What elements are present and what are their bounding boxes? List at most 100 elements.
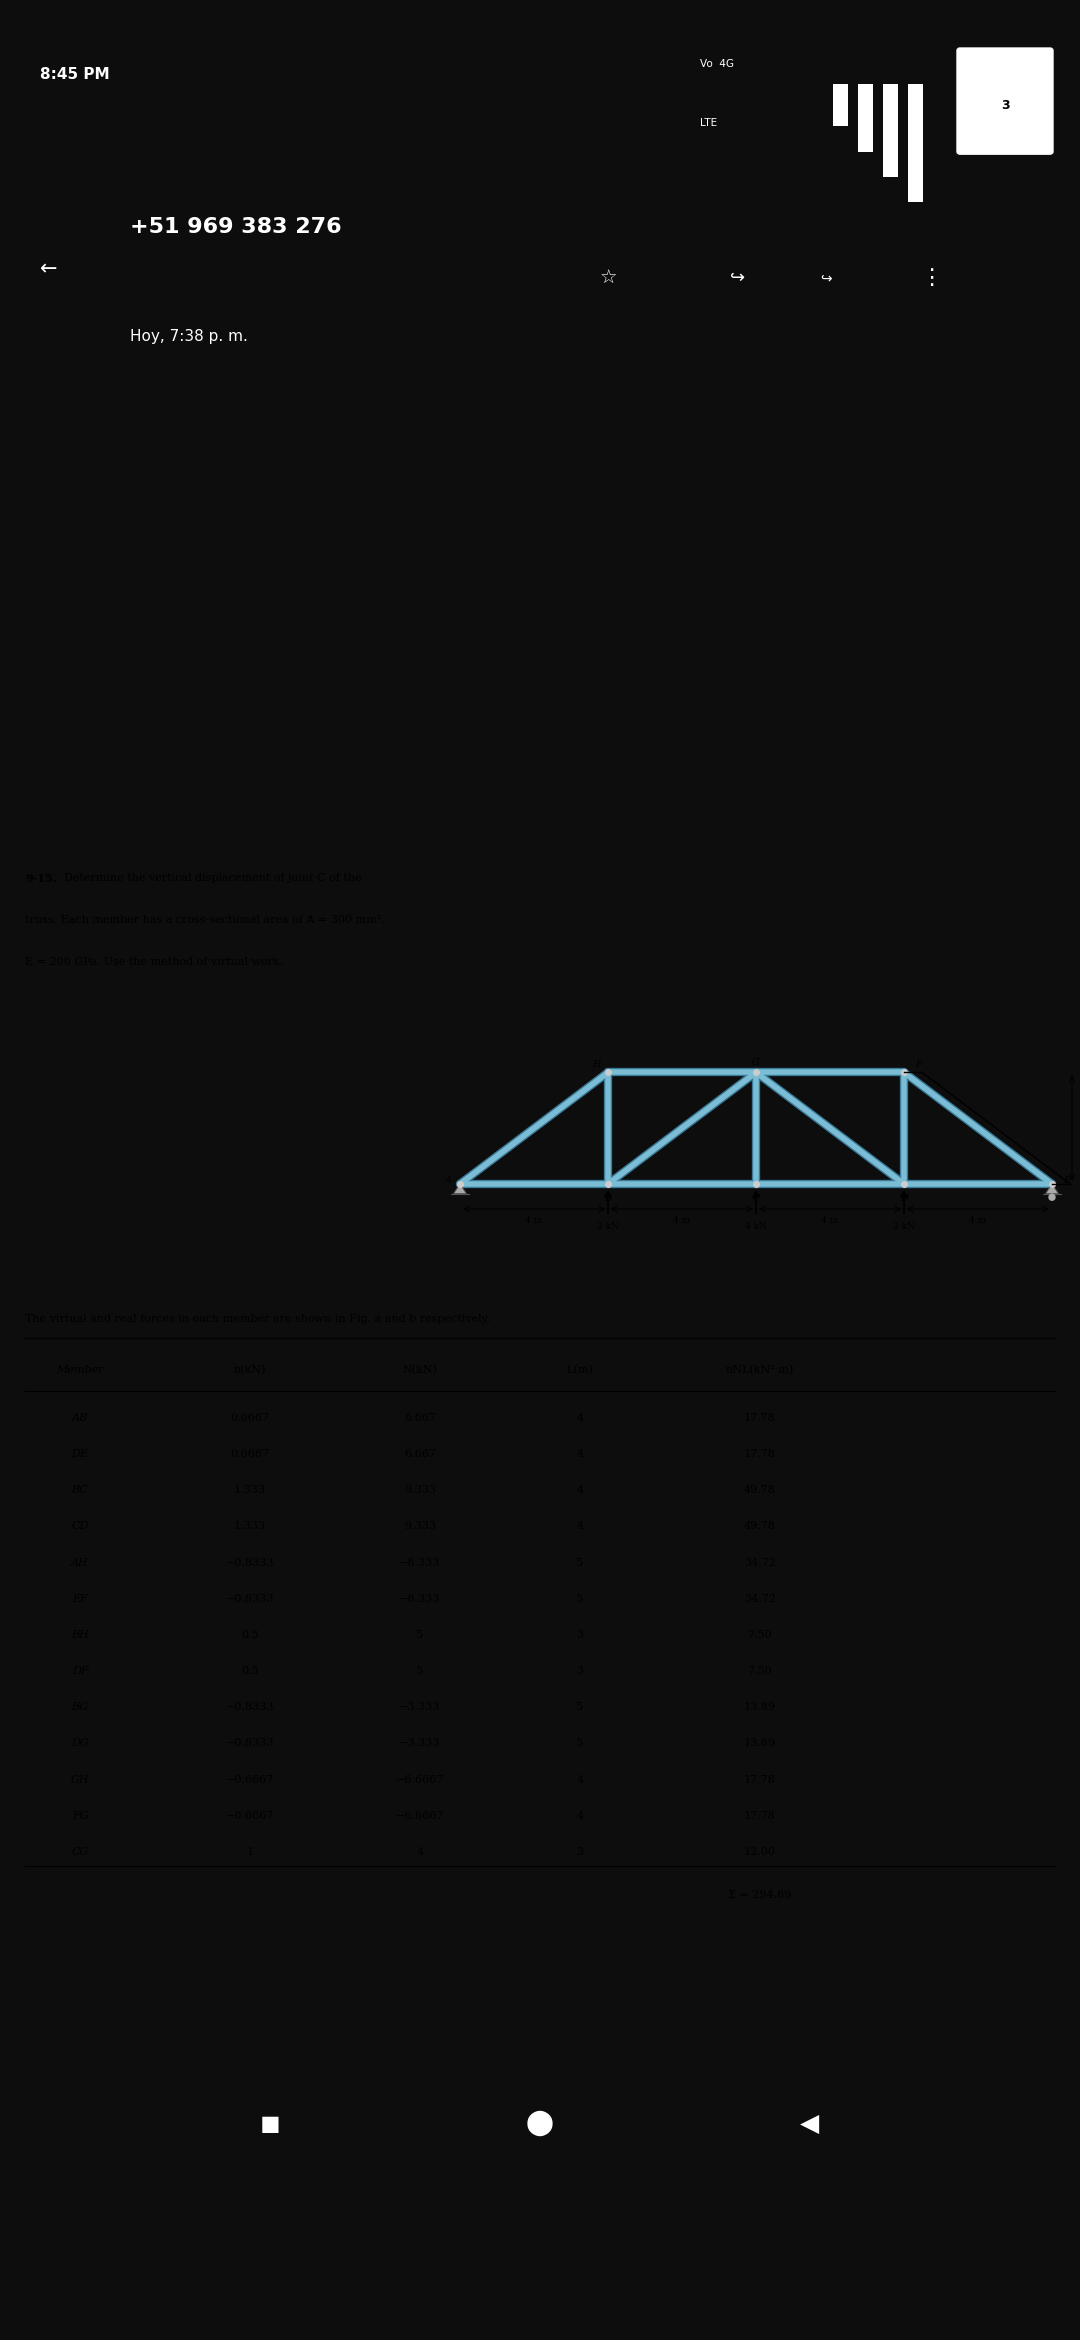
FancyBboxPatch shape xyxy=(957,49,1053,154)
Text: E: E xyxy=(1064,1177,1070,1186)
Text: −6.6667: −6.6667 xyxy=(395,1774,444,1785)
Text: L(m): L(m) xyxy=(567,1364,593,1376)
Text: 4 m: 4 m xyxy=(525,1217,542,1226)
Text: 5: 5 xyxy=(417,1666,423,1675)
Text: −6.6667: −6.6667 xyxy=(395,1811,444,1821)
Text: 4: 4 xyxy=(577,1486,583,1495)
Text: 0.6667: 0.6667 xyxy=(230,1448,270,1460)
Text: 8:45 PM: 8:45 PM xyxy=(40,68,110,82)
Bar xyxy=(907,84,922,201)
Text: D: D xyxy=(900,1193,908,1203)
Text: 13.89: 13.89 xyxy=(744,1739,777,1748)
Text: 5: 5 xyxy=(577,1701,583,1713)
Text: DG: DG xyxy=(71,1739,89,1748)
Text: 3: 3 xyxy=(577,1631,583,1640)
Text: 3 kN: 3 kN xyxy=(597,1221,619,1231)
Text: EF: EF xyxy=(72,1594,87,1603)
Text: 7.50: 7.50 xyxy=(747,1666,772,1675)
Text: ⬤: ⬤ xyxy=(526,2111,554,2136)
Text: 0.5: 0.5 xyxy=(241,1631,259,1640)
Text: CG: CG xyxy=(71,1846,89,1858)
Text: Member: Member xyxy=(56,1364,104,1374)
Text: N(kN): N(kN) xyxy=(403,1364,437,1376)
Text: C: C xyxy=(753,1193,759,1203)
Text: 9.333: 9.333 xyxy=(404,1521,436,1530)
Polygon shape xyxy=(1045,1184,1058,1193)
Text: ↪: ↪ xyxy=(820,271,832,285)
Text: −8.333: −8.333 xyxy=(400,1594,441,1603)
Text: 0.6667: 0.6667 xyxy=(230,1413,270,1423)
Polygon shape xyxy=(454,1184,467,1193)
Text: 17.78: 17.78 xyxy=(744,1413,775,1423)
Text: 13.89: 13.89 xyxy=(744,1701,777,1713)
Text: nNL(kN²·m): nNL(kN²·m) xyxy=(726,1364,794,1376)
Text: B: B xyxy=(605,1193,611,1203)
Text: 17.78: 17.78 xyxy=(744,1448,775,1460)
Text: −0.6667: −0.6667 xyxy=(226,1811,274,1821)
Text: 3: 3 xyxy=(577,1666,583,1675)
Text: BH: BH xyxy=(71,1631,89,1640)
Text: Σ = 294.89: Σ = 294.89 xyxy=(728,1891,792,1900)
Text: Hoy, 7:38 p. m.: Hoy, 7:38 p. m. xyxy=(130,330,248,344)
Text: 9-15.: 9-15. xyxy=(25,873,56,885)
Text: BG: BG xyxy=(71,1701,89,1713)
Text: 4: 4 xyxy=(577,1811,583,1821)
Text: 6.667: 6.667 xyxy=(404,1413,436,1423)
Text: −3.333: −3.333 xyxy=(400,1739,441,1748)
Text: 4 kN: 4 kN xyxy=(745,1221,767,1231)
Text: ⋮: ⋮ xyxy=(920,269,942,288)
Text: 9.333: 9.333 xyxy=(404,1486,436,1495)
Text: 6.667: 6.667 xyxy=(404,1448,436,1460)
Text: 17.78: 17.78 xyxy=(744,1774,775,1785)
Text: G: G xyxy=(752,1058,760,1067)
Text: AB: AB xyxy=(72,1413,89,1423)
Text: DF: DF xyxy=(71,1666,89,1675)
Text: GH: GH xyxy=(70,1774,90,1785)
Text: 5: 5 xyxy=(577,1739,583,1748)
Text: −0.8333: −0.8333 xyxy=(226,1701,274,1713)
Text: 4 m: 4 m xyxy=(673,1217,690,1226)
Text: 3: 3 xyxy=(577,1846,583,1858)
Text: ←: ← xyxy=(40,260,57,278)
Text: 0.5: 0.5 xyxy=(241,1666,259,1675)
Text: 4: 4 xyxy=(577,1448,583,1460)
Text: +51 969 383 276: +51 969 383 276 xyxy=(130,218,341,236)
Text: FG: FG xyxy=(71,1811,89,1821)
Text: LTE: LTE xyxy=(700,117,717,129)
Text: 5: 5 xyxy=(577,1594,583,1603)
Text: 4: 4 xyxy=(577,1774,583,1785)
Text: 49.78: 49.78 xyxy=(744,1486,775,1495)
Text: DE: DE xyxy=(71,1448,89,1460)
Text: 4: 4 xyxy=(577,1413,583,1423)
Text: CD: CD xyxy=(71,1521,89,1530)
Text: −8.333: −8.333 xyxy=(400,1558,441,1568)
Text: BC: BC xyxy=(71,1486,89,1495)
Text: 17.78: 17.78 xyxy=(744,1811,775,1821)
Text: F: F xyxy=(916,1060,922,1069)
Text: 4 m: 4 m xyxy=(822,1217,839,1226)
Text: 1: 1 xyxy=(246,1846,254,1858)
Text: truss. Each member has a cross-sectional area of A = 300 mm².: truss. Each member has a cross-sectional… xyxy=(25,915,384,924)
Text: Determine the vertical displacement of joint C of the: Determine the vertical displacement of j… xyxy=(57,873,362,882)
Text: 7.50: 7.50 xyxy=(747,1631,772,1640)
Text: 4 m: 4 m xyxy=(970,1217,987,1226)
Text: AH: AH xyxy=(71,1558,89,1568)
Text: 5: 5 xyxy=(577,1558,583,1568)
Bar xyxy=(882,84,897,178)
Text: 3: 3 xyxy=(1001,98,1010,112)
Text: E = 200 GPa. Use the method of virtual work.: E = 200 GPa. Use the method of virtual w… xyxy=(25,957,283,966)
Text: A: A xyxy=(445,1177,451,1186)
Text: −0.8333: −0.8333 xyxy=(226,1558,274,1568)
Text: n(kN): n(kN) xyxy=(233,1364,267,1376)
Text: ↪: ↪ xyxy=(730,269,745,288)
Text: 4: 4 xyxy=(577,1521,583,1530)
Text: H: H xyxy=(592,1060,600,1069)
Text: 1.333: 1.333 xyxy=(234,1521,266,1530)
Text: ◼: ◼ xyxy=(259,2111,281,2136)
Text: 49.78: 49.78 xyxy=(744,1521,775,1530)
Text: 1.333: 1.333 xyxy=(234,1486,266,1495)
Text: −0.6667: −0.6667 xyxy=(226,1774,274,1785)
Text: The virtual and real forces in each member are shown in Fig. a and b respectivel: The virtual and real forces in each memb… xyxy=(25,1315,490,1324)
Text: −0.8333: −0.8333 xyxy=(226,1594,274,1603)
Text: 12.00: 12.00 xyxy=(744,1846,777,1858)
